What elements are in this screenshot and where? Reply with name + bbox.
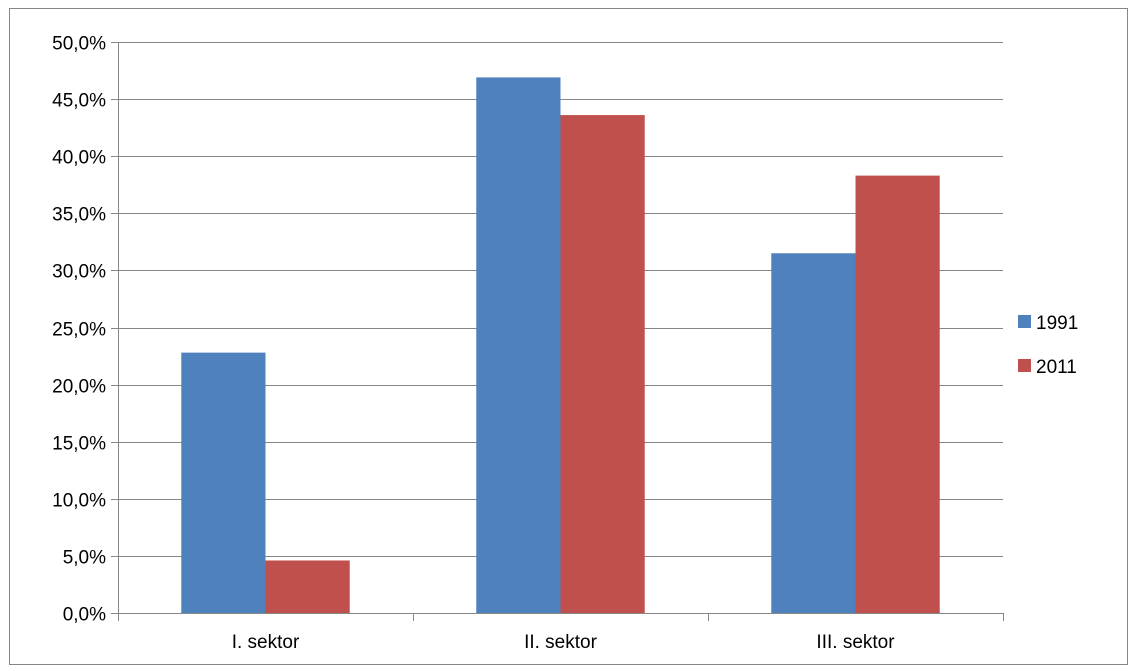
y-tick-label: 50,0% [52,34,106,55]
category-label: III. sektor [816,632,895,653]
y-tick-label: 0,0% [63,605,106,626]
y-tick-label: 25,0% [52,320,106,341]
bar-1991-3 [771,253,856,613]
x-axis-category-labels: I. sektor II. sektor III. sektor [232,632,896,653]
bar-1991-1 [181,352,266,613]
bar-2011-2 [560,115,645,613]
bar-1991-2 [476,77,561,614]
y-tick-label: 20,0% [52,377,106,398]
y-tick-label: 40,0% [52,148,106,169]
y-tick-label: 35,0% [52,205,106,226]
y-tick-label: 15,0% [52,434,106,455]
legend-item-2011: 2011 [1018,357,1077,378]
y-axis-tick-labels: 0,0% 5,0% 10,0% 15,0% 20,0% 25,0% 30,0% 35,0% 40… [52,34,106,626]
category-label: II. sektor [524,632,598,653]
legend-label: 2011 [1036,357,1077,378]
legend-swatch [1018,359,1031,372]
category-label: I. sektor [232,632,300,653]
bar-2011-3 [855,175,940,613]
y-tick-label: 45,0% [52,91,106,112]
legend-item-1991: 1991 [1018,313,1078,334]
bars [181,77,940,614]
y-tick-label: 30,0% [52,262,106,283]
legend-label: 1991 [1036,313,1078,334]
bar-2011-1 [265,560,350,613]
y-tick-label: 10,0% [52,491,106,512]
legend-swatch [1018,315,1031,328]
y-tick-label: 5,0% [63,548,106,569]
legend: 1991 2011 [1018,313,1078,378]
axes [111,42,1004,621]
